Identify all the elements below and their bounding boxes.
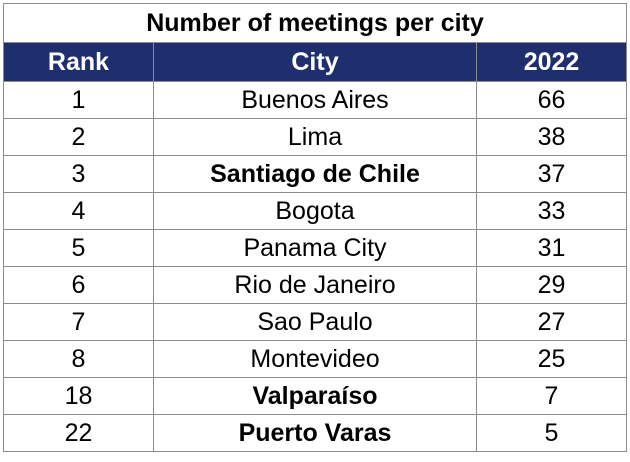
value-cell: 25 — [476, 340, 627, 378]
rank-cell: 8 — [3, 340, 154, 378]
rank-cell: 3 — [3, 155, 154, 193]
rank-cell: 4 — [3, 192, 154, 230]
table-title-row: Number of meetings per city — [3, 3, 627, 43]
table-body: 1 Buenos Aires 66 2 Lima 38 3 Santiago de Chile… — [3, 81, 627, 452]
rank-cell: 1 — [3, 81, 154, 119]
table-title: Number of meetings per city — [3, 3, 627, 43]
rank-cell: 18 — [3, 377, 154, 415]
table-row: 2 Lima 38 — [3, 118, 627, 156]
table-row: 1 Buenos Aires 66 — [3, 81, 627, 119]
value-cell: 66 — [476, 81, 627, 119]
value-cell: 5 — [476, 414, 627, 452]
value-cell: 33 — [476, 192, 627, 230]
city-cell: Valparaíso — [153, 377, 477, 415]
city-cell: Buenos Aires — [153, 81, 477, 119]
table-row: 8 Montevideo 25 — [3, 340, 627, 378]
table-row: 22 Puerto Varas 5 — [3, 414, 627, 452]
city-cell: Rio de Janeiro — [153, 266, 477, 304]
city-cell: Santiago de Chile — [153, 155, 477, 193]
table-row: 18 Valparaíso 7 — [3, 377, 627, 415]
value-cell: 27 — [476, 303, 627, 341]
city-cell: Puerto Varas — [153, 414, 477, 452]
city-cell: Bogota — [153, 192, 477, 230]
meetings-table: Number of meetings per city Rank City 20… — [3, 3, 627, 452]
meetings-table-container: Number of meetings per city Rank City 20… — [3, 3, 627, 456]
value-cell: 29 — [476, 266, 627, 304]
rank-cell: 7 — [3, 303, 154, 341]
table-row: 6 Rio de Janeiro 29 — [3, 266, 627, 304]
value-cell: 31 — [476, 229, 627, 267]
table-header-row: Rank City 2022 — [3, 42, 627, 82]
value-cell: 7 — [476, 377, 627, 415]
rank-cell: 22 — [3, 414, 154, 452]
city-cell: Sao Paulo — [153, 303, 477, 341]
city-cell: Panama City — [153, 229, 477, 267]
rank-cell: 6 — [3, 266, 154, 304]
value-cell: 37 — [476, 155, 627, 193]
column-header-year: 2022 — [476, 42, 627, 82]
city-cell: Montevideo — [153, 340, 477, 378]
column-header-rank: Rank — [3, 42, 154, 82]
value-cell: 38 — [476, 118, 627, 156]
rank-cell: 2 — [3, 118, 154, 156]
rank-cell: 5 — [3, 229, 154, 267]
table-row: 5 Panama City 31 — [3, 229, 627, 267]
column-header-city: City — [153, 42, 477, 82]
table-row: 7 Sao Paulo 27 — [3, 303, 627, 341]
table-row: 4 Bogota 33 — [3, 192, 627, 230]
city-cell: Lima — [153, 118, 477, 156]
table-row: 3 Santiago de Chile 37 — [3, 155, 627, 193]
